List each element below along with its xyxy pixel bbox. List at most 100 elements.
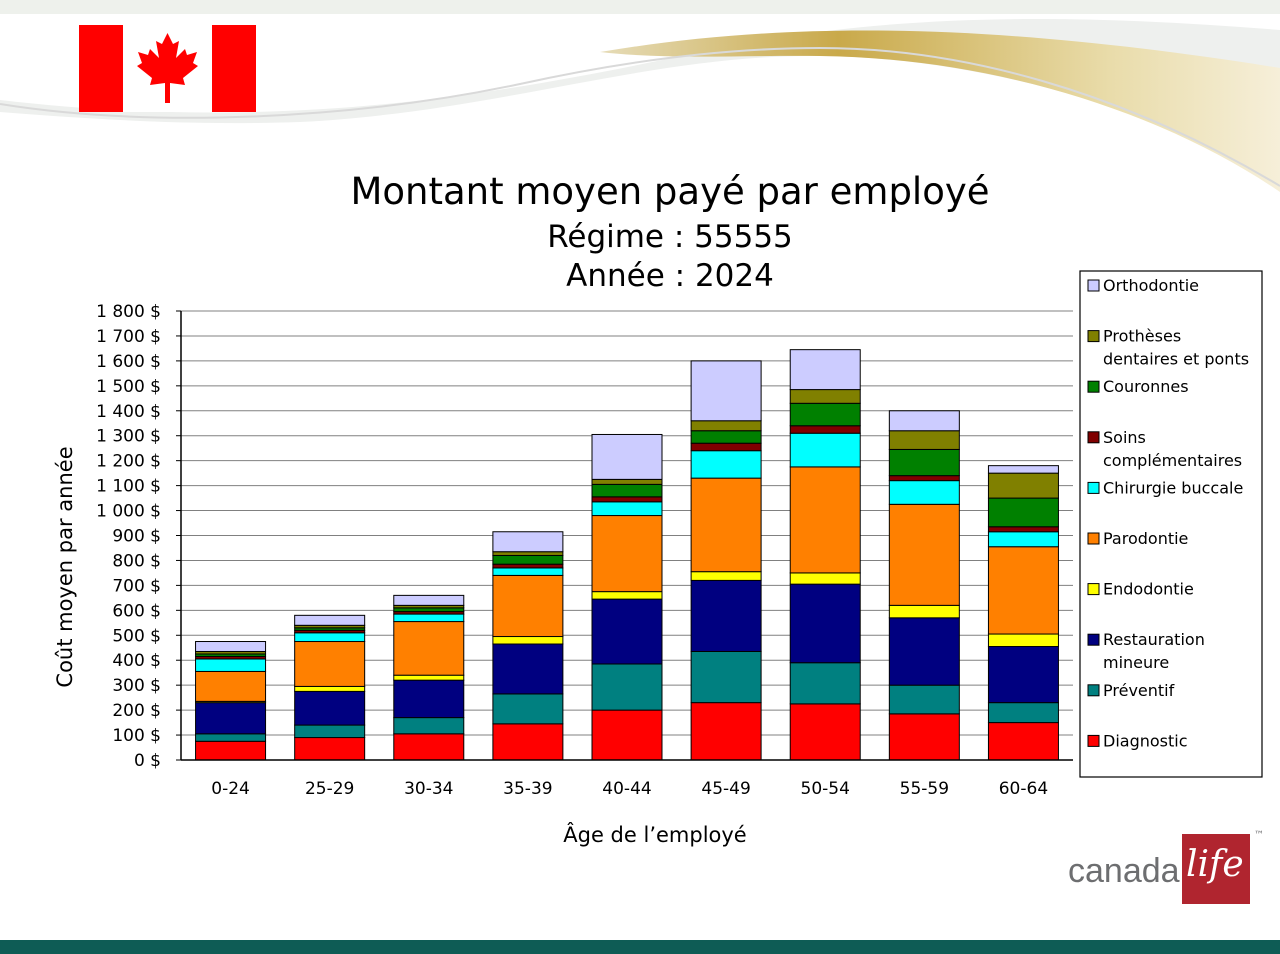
bar-segment-7-7 xyxy=(888,448,960,477)
x-tick-label: 60-64 xyxy=(999,779,1048,799)
bar-segment-5-4 xyxy=(690,477,762,573)
bar-segment-6-1 xyxy=(789,662,861,705)
bar-segment-3-7 xyxy=(492,554,564,565)
bar-segment-2-2 xyxy=(393,679,465,719)
bar-segment-0-2 xyxy=(195,702,267,735)
bar-segment-3-3 xyxy=(492,636,564,645)
bar-segment-4-0 xyxy=(591,709,663,761)
x-tick-label: 30-34 xyxy=(404,779,453,799)
bar-segment-8-3 xyxy=(987,633,1059,648)
bar-segment-0-5 xyxy=(195,658,267,672)
bar-segment-3-9 xyxy=(492,531,564,553)
y-tick-label: 1 100 $ xyxy=(96,477,161,497)
bar-segment-2-7 xyxy=(393,607,465,613)
legend-label: Couronnes xyxy=(1103,377,1189,396)
x-tick-label: 40-44 xyxy=(602,779,651,799)
bar-segment-7-1 xyxy=(888,684,960,715)
bar-segment-4-7 xyxy=(591,483,663,498)
x-tick-label: 55-59 xyxy=(900,779,949,799)
legend-label: Préventif xyxy=(1103,681,1175,700)
logo-wordmark: canada xyxy=(1068,852,1180,890)
bar-segment-5-2 xyxy=(690,579,762,652)
bar-segment-4-1 xyxy=(591,663,663,711)
legend-swatch xyxy=(1087,380,1100,393)
y-tick-label: 900 $ xyxy=(112,527,161,547)
legend-label: Parodontie xyxy=(1103,529,1188,548)
bar-segment-4-3 xyxy=(591,591,663,600)
bar-segment-5-9 xyxy=(690,360,762,422)
bar-segment-4-9 xyxy=(591,433,663,480)
x-axis-ticks: 0-24 25-29 30-34 35-39 40-44 45-49 50-54 55-59 6… xyxy=(211,779,1048,799)
bar-segment-8-2 xyxy=(987,646,1059,704)
bar-segment-0-9 xyxy=(195,641,267,652)
bar-segment-5-1 xyxy=(690,650,762,704)
bar-segment-7-3 xyxy=(888,604,960,619)
legend-label: Endodontie xyxy=(1103,580,1194,599)
bar-segment-1-2 xyxy=(294,690,366,726)
bar-segment-8-1 xyxy=(987,702,1059,724)
bar-segment-3-0 xyxy=(492,723,564,761)
bar-segment-5-7 xyxy=(690,430,762,444)
bar-segment-5-3 xyxy=(690,571,762,581)
legend-box xyxy=(1079,270,1263,778)
bar-segment-7-4 xyxy=(888,503,960,606)
legend-label: Chirurgie buccale xyxy=(1103,478,1243,497)
x-tick-label: 45-49 xyxy=(701,779,750,799)
legend-label: Orthodontie xyxy=(1103,276,1199,295)
bars xyxy=(195,349,1059,761)
y-axis-ticks: 0 $ 100 $ 200 $ 300 $ 400 $ 500 $ 600 $ 700 $ 80… xyxy=(96,302,181,771)
legend-label: Prothèses dentaires et ponts xyxy=(1103,327,1249,369)
chart-subtitle-year: Année : 2024 xyxy=(566,258,774,294)
y-tick-label: 200 $ xyxy=(112,701,161,721)
y-tick-label: 300 $ xyxy=(112,676,161,696)
y-tick-label: 1 600 $ xyxy=(96,352,161,372)
legend-label: Diagnostic xyxy=(1103,731,1188,750)
y-tick-label: 1 800 $ xyxy=(96,302,161,322)
legend-swatch xyxy=(1087,684,1100,697)
y-tick-label: 400 $ xyxy=(112,651,161,671)
bar-segment-6-6 xyxy=(789,425,861,434)
bar-segment-6-7 xyxy=(789,402,861,427)
bar-segment-6-4 xyxy=(789,466,861,574)
legend-swatch xyxy=(1087,431,1100,444)
y-tick-label: 700 $ xyxy=(112,576,161,596)
bar-segment-3-6 xyxy=(492,563,564,569)
bar-segment-6-0 xyxy=(789,703,861,761)
bar-segment-8-5 xyxy=(987,531,1059,548)
bar-segment-3-5 xyxy=(492,567,564,576)
chart-title: Montant moyen payé par employé xyxy=(350,170,989,213)
bar-segment-5-0 xyxy=(690,702,762,761)
bar-segment-1-3 xyxy=(294,685,366,692)
bar-segment-6-3 xyxy=(789,572,861,585)
y-tick-label: 800 $ xyxy=(112,551,161,571)
y-tick-label: 1 300 $ xyxy=(96,427,161,447)
canada-flag-icon xyxy=(79,25,256,112)
bar-segment-7-2 xyxy=(888,617,960,686)
y-tick-label: 1 700 $ xyxy=(96,327,161,347)
bar-segment-8-6 xyxy=(987,526,1059,533)
bar-segment-0-0 xyxy=(195,740,267,761)
y-tick-label: 0 $ xyxy=(134,751,161,771)
bar-segment-2-9 xyxy=(393,594,465,606)
y-tick-label: 1 200 $ xyxy=(96,452,161,472)
bar-segment-5-6 xyxy=(690,442,762,452)
bar-segment-3-2 xyxy=(492,643,564,695)
bar-segment-7-8 xyxy=(888,430,960,450)
legend-swatch xyxy=(1087,583,1100,596)
bar-segment-2-0 xyxy=(393,733,465,761)
bar-segment-7-6 xyxy=(888,475,960,482)
logo-trademark: ™ xyxy=(1254,830,1264,841)
x-axis-label: Âge de l’employé xyxy=(563,822,746,847)
bar-segment-2-5 xyxy=(393,613,465,623)
bar-segment-4-6 xyxy=(591,496,663,503)
y-axis-label: Coût moyen par année xyxy=(53,446,77,687)
bar-segment-7-5 xyxy=(888,480,960,505)
header-swoosh xyxy=(0,0,1280,193)
x-tick-label: 35-39 xyxy=(503,779,552,799)
chart-subtitle-plan: Régime : 55555 xyxy=(547,219,793,255)
bar-segment-7-0 xyxy=(888,713,960,761)
x-tick-label: 50-54 xyxy=(801,779,850,799)
legend-swatch xyxy=(1087,279,1100,292)
bar-segment-8-0 xyxy=(987,722,1059,761)
bar-segment-2-4 xyxy=(393,621,465,676)
